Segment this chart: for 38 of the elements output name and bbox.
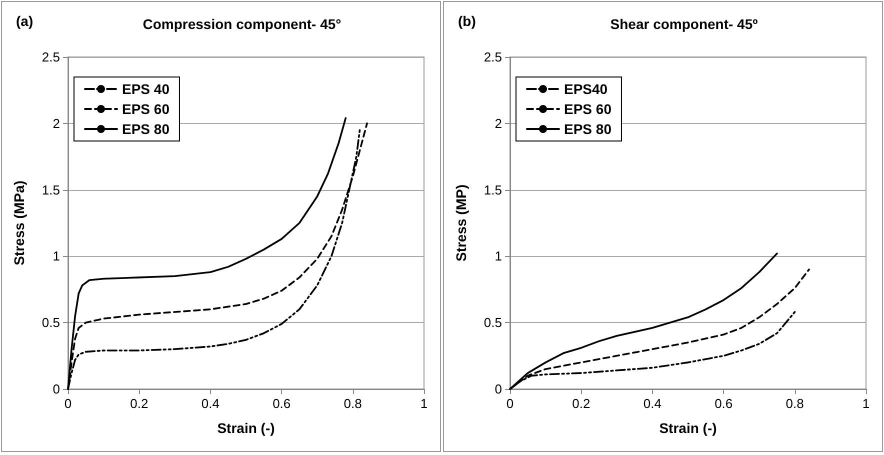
x-tick-label: 0.6 [272, 396, 291, 411]
y-tick-label: 0.5 [42, 315, 60, 330]
legend-label: EPS 40 [122, 81, 170, 97]
x-tick-label: 0.4 [643, 396, 662, 411]
y-tick-label: 0 [494, 382, 502, 396]
x-tick-label: 0.6 [714, 396, 733, 411]
x-tick-label: 1 [420, 396, 428, 411]
legend-label: EPS 80 [122, 121, 170, 137]
x-tick-label: 0.4 [201, 396, 220, 411]
y-tick-label: 2 [52, 116, 60, 131]
x-tick-label: 0.2 [572, 396, 590, 411]
y-tick-label: 1.5 [484, 182, 502, 198]
y-tick-label: 0 [52, 382, 60, 396]
y-tick-label: 1 [494, 248, 502, 264]
x-axis-title: Strain (-) [659, 420, 717, 436]
x-tick-label: 0 [506, 396, 514, 411]
legend-label: EPS 80 [564, 121, 612, 137]
chart-title: Shear component- 45º [610, 16, 758, 32]
y-tick-label: 2.5 [484, 50, 502, 64]
y-tick-label: 0.5 [484, 315, 502, 330]
x-axis-title: Strain (-) [217, 420, 275, 436]
legend-label: EPS 60 [122, 101, 170, 117]
y-tick-label: 2.5 [42, 50, 60, 64]
y-tick-label: 1 [52, 248, 60, 264]
x-tick-label: 0.2 [130, 396, 148, 411]
text: (a) [16, 13, 34, 29]
y-tick-label: 1.5 [42, 182, 60, 198]
text: (b) [458, 13, 476, 29]
x-tick-label: 0 [64, 396, 72, 411]
x-tick-label: 0.8 [786, 396, 804, 411]
x-tick-label: 0.8 [344, 396, 362, 411]
y-axis-title: Stress (MP) [453, 184, 469, 262]
legend-label: EPS40 [564, 81, 608, 97]
y-axis-title: Stress (MPa) [11, 180, 27, 266]
legend-label: EPS 60 [564, 101, 612, 117]
x-tick-label: 1 [862, 396, 870, 411]
chart-title: Compression component- 45° [142, 16, 342, 32]
y-tick-label: 2 [494, 116, 502, 131]
